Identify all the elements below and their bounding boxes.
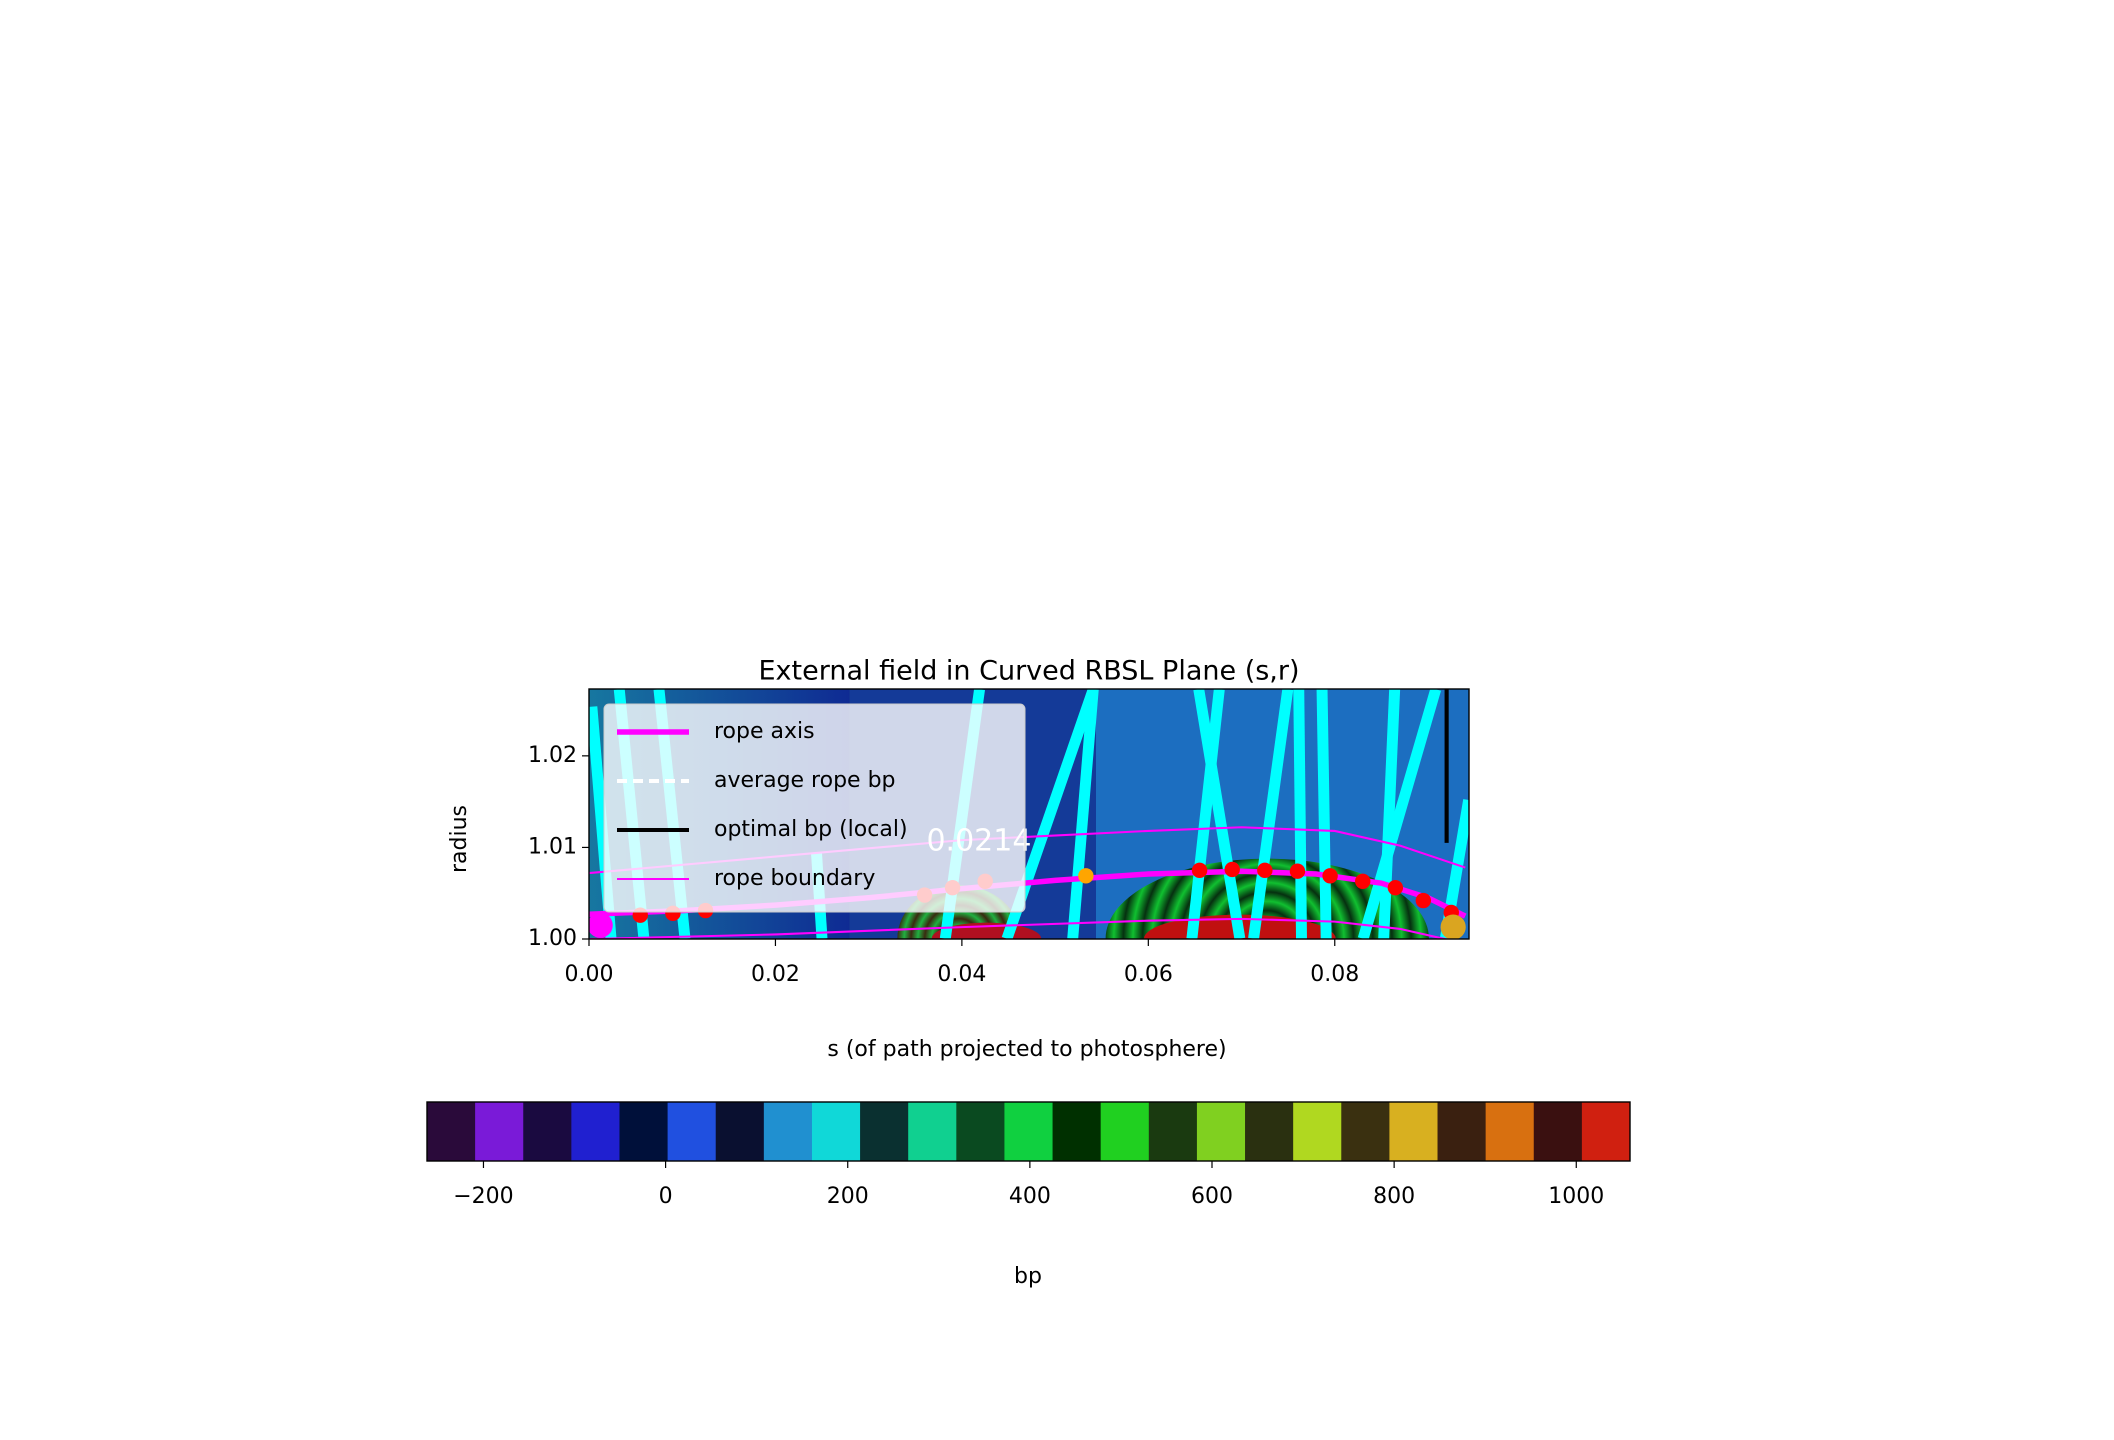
x-tick-label: 0.00 — [565, 962, 614, 987]
x-tick-label: 0.08 — [1310, 962, 1359, 987]
marker — [1387, 880, 1404, 896]
x-tick-label: 0.04 — [937, 962, 986, 987]
marker — [1078, 868, 1094, 884]
colorbar-cell — [1485, 1102, 1535, 1161]
legend-label: rope axis — [714, 719, 815, 744]
colorbar-cell — [1533, 1102, 1583, 1161]
x-tick-label: 0.06 — [1124, 962, 1173, 987]
y-tick-label: 1.00 — [528, 926, 577, 951]
colorbar-label: bp — [1014, 1264, 1042, 1289]
colorbar-cell — [1437, 1102, 1487, 1161]
chart-title: External field in Curved RBSL Plane (s,r… — [758, 656, 1299, 687]
legend-label: rope boundary — [714, 866, 875, 891]
marker — [1224, 861, 1240, 878]
colorbar-cell — [427, 1102, 476, 1161]
colorbar-tick-label: 400 — [1009, 1184, 1051, 1209]
marker — [1322, 868, 1338, 884]
colorbar-cell — [763, 1102, 813, 1161]
colorbar-cell — [1196, 1102, 1246, 1161]
y-axis-label: radius — [447, 805, 472, 873]
plot-frame — [588, 688, 1470, 940]
colorbar-cell — [811, 1102, 861, 1161]
y-tick-label: 1.02 — [528, 743, 577, 768]
colorbar-tick-label: −200 — [453, 1184, 513, 1209]
marker — [1289, 863, 1306, 879]
legend-box — [603, 703, 1026, 913]
colorbar-cell — [1004, 1102, 1054, 1161]
colorbar-tick-label: 1000 — [1548, 1184, 1604, 1209]
colorbar-tick-label: 800 — [1373, 1184, 1415, 1209]
colorbar-cell — [523, 1102, 572, 1161]
marker — [1415, 892, 1432, 909]
colorbar-cell — [1293, 1102, 1342, 1161]
x-tick-label: 0.02 — [751, 962, 800, 987]
colorbar-cell — [571, 1102, 620, 1161]
marker — [1191, 862, 1208, 879]
legend-label: average rope bp — [714, 768, 896, 793]
marker — [1257, 862, 1273, 879]
colorbar-cell — [619, 1102, 669, 1161]
legend-label: optimal bp (local) — [714, 817, 908, 842]
colorbar-cell — [1100, 1102, 1150, 1161]
marker — [1440, 914, 1466, 939]
colorbar-cell — [1581, 1102, 1631, 1161]
colorbar-cell — [1245, 1102, 1294, 1161]
colorbar-cell — [1389, 1102, 1439, 1161]
marker — [589, 912, 613, 938]
y-tick-label: 1.01 — [528, 834, 577, 859]
colorbar-tick-label: 200 — [827, 1184, 869, 1209]
colorbar-cell — [475, 1102, 524, 1161]
colorbar-cell — [1052, 1102, 1102, 1161]
colorbar-frame — [426, 1101, 1631, 1162]
marker — [1355, 873, 1371, 890]
colorbar-cell — [860, 1102, 909, 1161]
colorbar-cell — [715, 1102, 765, 1161]
colorbar-cell — [1341, 1102, 1390, 1161]
colorbar-cell — [1148, 1102, 1198, 1161]
colorbar-tick-label: 0 — [659, 1184, 673, 1209]
colorbar-tick-label: 600 — [1191, 1184, 1233, 1209]
colorbar-cell — [667, 1102, 717, 1161]
x-axis-label: s (of path projected to photosphere) — [827, 1037, 1226, 1062]
colorbar-cell — [956, 1102, 1005, 1161]
colorbar-cell — [908, 1102, 957, 1161]
